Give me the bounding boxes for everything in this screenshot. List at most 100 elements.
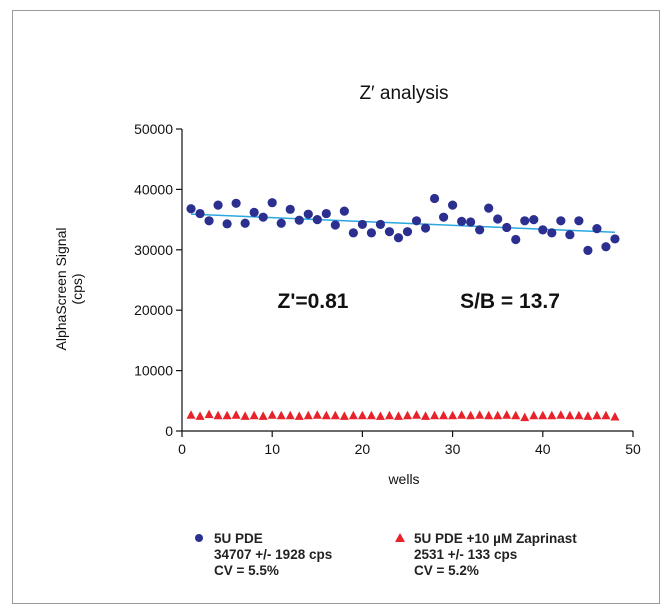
data-point-zaprinast: [393, 411, 403, 420]
data-point-5u-pde: [429, 193, 440, 204]
data-point-zaprinast: [412, 410, 422, 419]
legend-circle-marker-icon: [195, 534, 203, 542]
data-point-zaprinast: [258, 411, 268, 420]
data-point-zaprinast: [321, 410, 331, 420]
data-point-zaprinast: [430, 410, 440, 420]
legend-series1-name: 5U PDE: [214, 531, 263, 546]
figure-frame: [12, 10, 660, 604]
data-point-zaprinast: [357, 410, 367, 420]
data-point-5u-pde: [204, 216, 214, 226]
y-tick-label: 0: [165, 423, 173, 439]
data-point-zaprinast: [520, 412, 530, 422]
plot-area: 0 10000 20000 30000 40000 50000 0 10 20 30 40 50: [134, 121, 641, 457]
x-tick-label: 10: [264, 441, 280, 457]
data-point-zaprinast: [366, 410, 376, 420]
x-tick-label: 40: [535, 441, 551, 457]
data-point-zaprinast: [574, 410, 584, 420]
legend-item-5u-pde-zaprinast: 5U PDE +10 µM Zaprinast 2531 +/- 133 cps…: [395, 531, 577, 578]
data-point-zaprinast: [240, 411, 250, 420]
data-point-5u-pde: [276, 218, 286, 228]
data-point-5u-pde: [330, 220, 340, 230]
legend-series1-cv: CV = 5.5%: [214, 563, 279, 578]
data-point-5u-pde: [493, 214, 503, 224]
data-point-zaprinast: [375, 411, 385, 420]
x-tick-label: 0: [178, 441, 186, 457]
data-point-zaprinast: [285, 410, 295, 420]
data-point-zaprinast: [592, 410, 602, 420]
x-tick-label: 50: [625, 441, 641, 457]
legend: 5U PDE 34707 +/- 1928 cps CV = 5.5% 5U P…: [195, 531, 577, 578]
data-point-5u-pde: [466, 217, 476, 227]
legend-series2-mean: 2531 +/- 133 cps: [414, 547, 517, 562]
data-point-5u-pde: [538, 225, 548, 235]
y-tick-label: 10000: [134, 363, 173, 379]
data-point-5u-pde: [583, 245, 593, 256]
data-point-zaprinast: [231, 410, 241, 419]
data-point-5u-pde: [448, 200, 458, 210]
data-point-zaprinast: [294, 411, 304, 420]
x-tick-label: 20: [355, 441, 371, 457]
y-tick-label: 40000: [134, 181, 173, 197]
z-prime-annotation: Z'=0.81: [278, 290, 349, 313]
data-point-5u-pde: [402, 227, 413, 237]
data-point-5u-pde: [529, 215, 539, 225]
data-point-5u-pde: [547, 228, 557, 238]
data-point-zaprinast: [466, 410, 476, 420]
legend-series2-cv: CV = 5.2%: [414, 563, 479, 578]
data-point-5u-pde: [484, 203, 494, 213]
data-point-5u-pde: [357, 219, 367, 230]
data-point-zaprinast: [421, 411, 431, 420]
data-point-zaprinast: [339, 411, 349, 420]
data-point-5u-pde: [592, 224, 602, 234]
data-point-zaprinast: [276, 410, 286, 420]
data-point-zaprinast: [610, 412, 620, 421]
data-point-zaprinast: [538, 410, 548, 420]
y-tick-label: 20000: [134, 302, 173, 318]
data-point-5u-pde: [393, 233, 404, 243]
y-axis-label-line1: AlphaScreen Signal: [53, 228, 69, 351]
data-point-5u-pde: [195, 208, 205, 219]
data-point-zaprinast: [249, 410, 259, 420]
data-point-5u-pde: [601, 242, 611, 252]
data-point-5u-pde: [502, 222, 512, 233]
data-point-5u-pde: [285, 204, 295, 214]
chart-title: Z′ analysis: [359, 83, 448, 104]
data-point-zaprinast: [384, 410, 394, 420]
data-point-zaprinast: [484, 410, 494, 420]
data-point-5u-pde: [457, 216, 467, 227]
data-point-5u-pde: [556, 216, 566, 226]
legend-series1-mean: 34707 +/- 1928 cps: [214, 547, 332, 562]
data-point-5u-pde: [375, 219, 386, 230]
data-point-5u-pde: [294, 215, 304, 225]
y-axis-label-line2: (cps): [69, 273, 85, 304]
data-point-zaprinast: [583, 411, 593, 420]
data-point-zaprinast: [448, 410, 458, 420]
data-point-5u-pde: [438, 212, 449, 222]
data-point-5u-pde: [384, 227, 395, 237]
data-point-5u-pde: [213, 200, 223, 210]
data-point-zaprinast: [475, 410, 485, 419]
data-point-zaprinast: [312, 410, 322, 419]
data-point-5u-pde: [240, 218, 250, 228]
y-tick-label: 30000: [134, 242, 173, 258]
data-point-zaprinast: [601, 410, 611, 420]
data-point-5u-pde: [249, 207, 259, 217]
legend-triangle-marker-icon: [395, 533, 405, 542]
y-tick-label: 50000: [134, 121, 173, 137]
data-point-5u-pde: [312, 215, 322, 225]
data-point-zaprinast: [213, 410, 223, 420]
data-point-5u-pde: [186, 204, 196, 214]
data-point-5u-pde: [574, 216, 584, 226]
data-point-5u-pde: [511, 234, 521, 245]
data-point-zaprinast: [348, 410, 358, 420]
data-point-zaprinast: [439, 410, 449, 420]
data-point-5u-pde: [258, 212, 268, 222]
data-point-5u-pde: [610, 234, 620, 244]
data-point-zaprinast: [222, 410, 232, 420]
data-point-zaprinast: [547, 410, 557, 420]
x-axis-label: wells: [387, 471, 419, 487]
data-point-5u-pde: [222, 219, 232, 229]
signal-background-annotation: S/B = 13.7: [460, 290, 560, 313]
y-axis-label: AlphaScreen Signal (cps): [53, 228, 85, 351]
